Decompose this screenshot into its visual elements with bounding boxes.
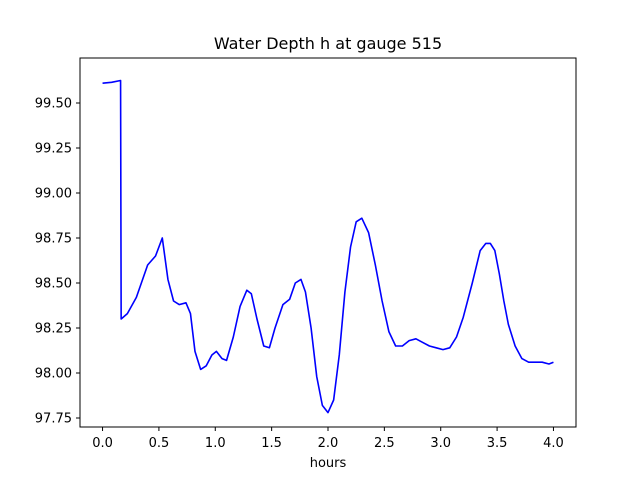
y-tick-label: 97.75 <box>35 412 72 427</box>
y-tick-label: 98.75 <box>35 232 72 247</box>
x-tick-label: 3.0 <box>430 436 451 451</box>
y-tick-label: 99.00 <box>35 187 72 202</box>
x-axis-label: hours <box>310 456 347 471</box>
y-tick-label: 98.00 <box>35 367 72 382</box>
x-tick-label: 4.0 <box>543 436 564 451</box>
x-tick-label: 3.5 <box>487 436 508 451</box>
x-tick-label: 2.0 <box>318 436 339 451</box>
y-tick-label: 99.25 <box>35 142 72 157</box>
plot-frame <box>79 57 577 428</box>
chart-title: Water Depth h at gauge 515 <box>214 34 442 53</box>
plot-area: 0.0 0.5 1.0 1.5 2.0 2.5 3.0 3.5 4.0 97.75 98.00 98.… <box>35 79 564 451</box>
x-tick-label: 1.0 <box>205 436 226 451</box>
y-tick-label: 98.50 <box>35 277 72 292</box>
y-tick-label: 99.50 <box>35 97 72 112</box>
x-tick-label: 0.0 <box>92 436 113 451</box>
x-tick-label: 2.5 <box>374 436 395 451</box>
x-tick-label: 0.5 <box>149 436 170 451</box>
y-tick-label: 98.25 <box>35 322 72 337</box>
series-line-0 <box>102 79 554 414</box>
x-tick-label: 1.5 <box>261 436 282 451</box>
